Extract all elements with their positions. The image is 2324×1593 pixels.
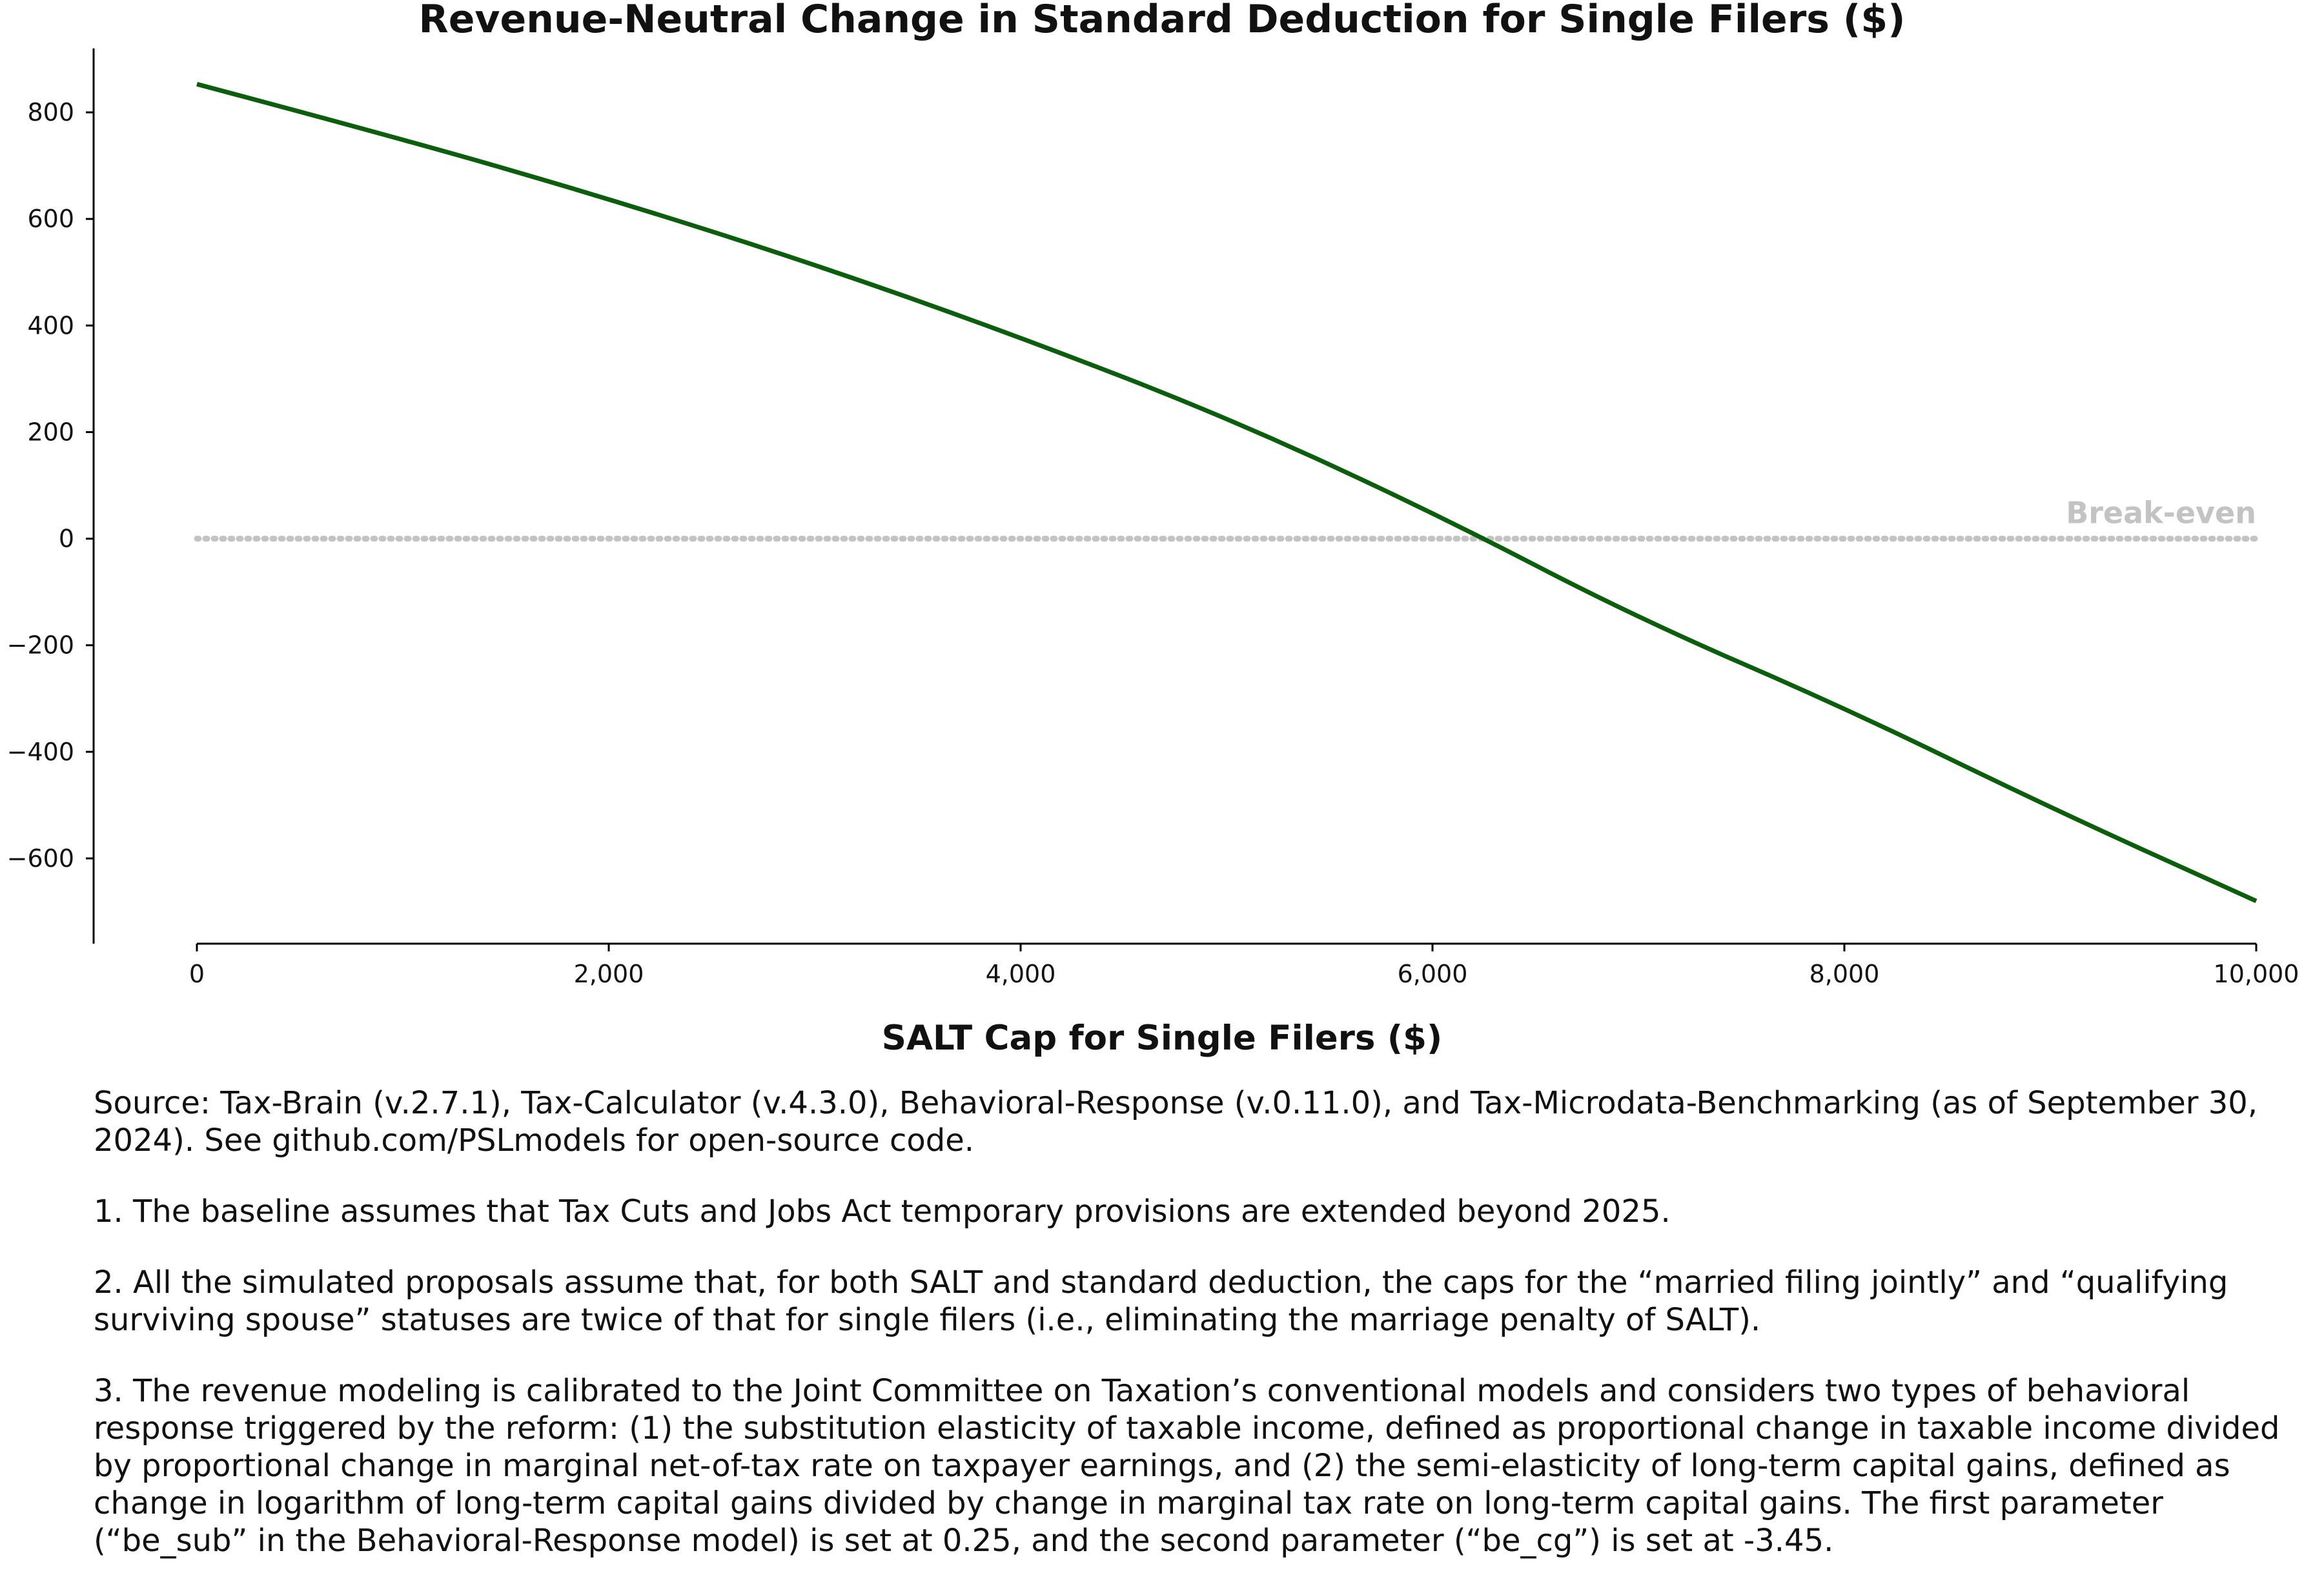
chart-notes: Source: Tax-Brain (v.2.7.1), Tax-Calcula… — [94, 1084, 2314, 1593]
line-chart: Break-even 800 600 400 200 0 −200 −400 −600 0 2,0… — [7, 48, 2299, 988]
x-tick-label: 0 — [189, 960, 205, 988]
x-tick-label: 4,000 — [986, 960, 1056, 988]
x-tick-label: 8,000 — [1809, 960, 1880, 988]
y-tick-label: 200 — [27, 418, 74, 446]
y-tick-label: 800 — [27, 98, 74, 127]
footnote-3: 3. The revenue modeling is calibrated to… — [94, 1373, 2280, 1559]
break-even-layer: Break-even — [194, 496, 2259, 542]
series-layer — [196, 81, 2258, 904]
y-tick-label: 400 — [27, 311, 74, 340]
series-line — [196, 81, 2258, 904]
footnote-2: 2. All the simulated proposals assume th… — [94, 1264, 2228, 1338]
chart-title: Revenue-Neutral Change in Standard Deduc… — [418, 0, 1906, 42]
x-tick-label: 6,000 — [1398, 960, 1468, 988]
x-tick-label: 2,000 — [574, 960, 644, 988]
axes — [92, 48, 2256, 945]
y-tick-label: −600 — [7, 844, 74, 873]
y-tick-label: −400 — [7, 738, 74, 766]
tick-layer: 800 600 400 200 0 −200 −400 −600 0 2,000 4,000 6,00… — [7, 98, 2299, 988]
y-tick-label: 600 — [27, 205, 74, 233]
y-tick-label: −200 — [7, 631, 74, 660]
y-tick-label: 0 — [59, 525, 74, 553]
source-note: Source: Tax-Brain (v.2.7.1), Tax-Calcula… — [94, 1085, 2258, 1159]
footnote-1: 1. The baseline assumes that Tax Cuts an… — [94, 1193, 1671, 1230]
x-tick-label: 10,000 — [2214, 960, 2299, 988]
break-even-label: Break-even — [2066, 496, 2256, 531]
x-axis-label: SALT Cap for Single Filers ($) — [881, 1019, 1443, 1058]
